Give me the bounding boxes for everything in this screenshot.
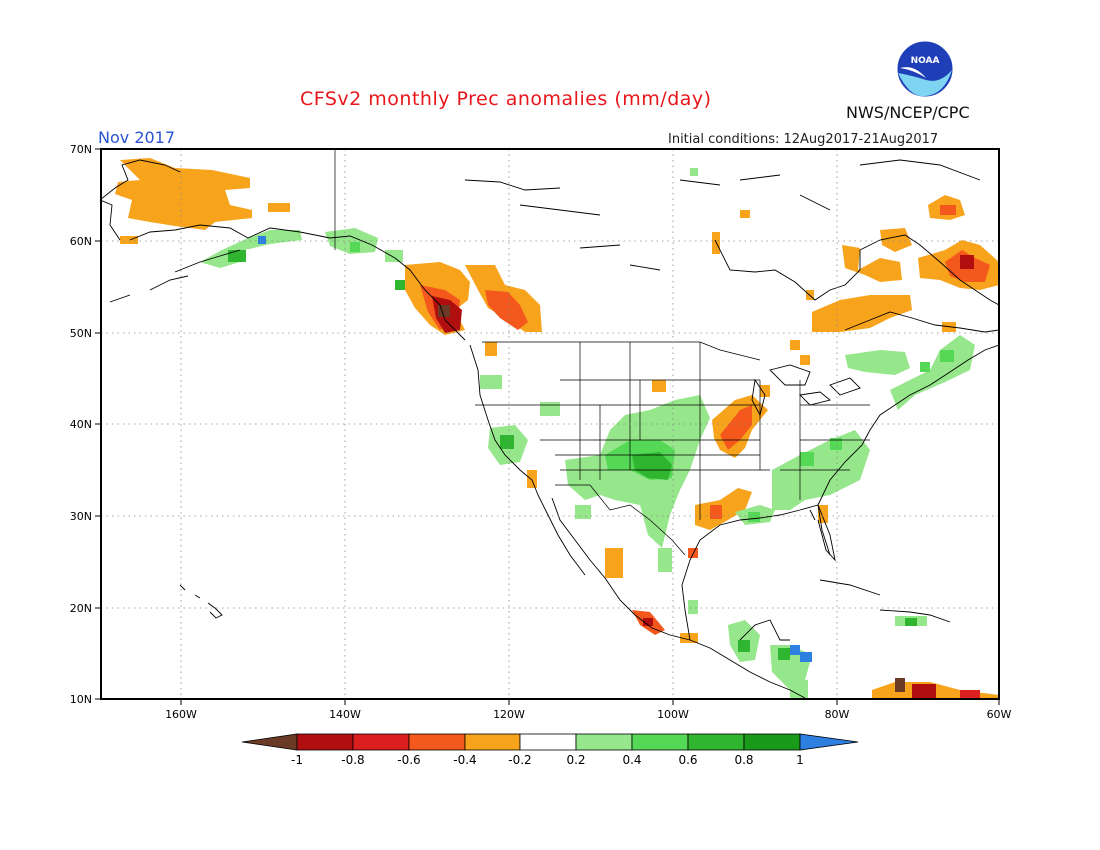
colorbar-label: -1 xyxy=(291,753,303,767)
longitude-labels: 160W 140W 120W 100W 80W 60W xyxy=(165,708,1011,721)
colorbar-m08-m06 xyxy=(352,733,410,751)
lat-label: 20N xyxy=(70,602,92,615)
colorbar-label: -0.6 xyxy=(397,753,420,767)
latitude-labels: 70N 60N 50N 40N 30N 20N 10N xyxy=(70,143,92,706)
lon-label: 160W xyxy=(165,708,197,721)
lat-label: 70N xyxy=(70,143,92,156)
colorbar-label: 0.8 xyxy=(734,753,753,767)
colorbar-lt-m1 xyxy=(241,733,298,751)
colorbar-label: -0.8 xyxy=(341,753,364,767)
org-label: NWS/NCEP/CPC xyxy=(846,103,970,122)
colorbar-label: 0.6 xyxy=(678,753,697,767)
axis-ticks xyxy=(95,148,1000,705)
colorbar-04-06 xyxy=(631,733,689,751)
colorbar-label: 0.2 xyxy=(566,753,585,767)
colorbar-labels: -1 -0.8 -0.6 -0.4 -0.2 0.2 0.4 0.6 0.8 1 xyxy=(291,753,804,767)
coastlines xyxy=(101,159,999,699)
colorbar xyxy=(241,733,859,751)
colorbar-08-1 xyxy=(743,733,801,751)
lat-label: 50N xyxy=(70,327,92,340)
colorbar-gt-1 xyxy=(799,733,859,751)
colorbar-label: -0.4 xyxy=(453,753,476,767)
colorbar-label: -0.2 xyxy=(508,753,531,767)
colorbar-m02-02 xyxy=(519,733,577,751)
colorbar-m04-m02 xyxy=(464,733,521,751)
map-title: CFSv2 monthly Prec anomalies (mm/day) xyxy=(300,88,712,110)
colorbar-02-04 xyxy=(575,733,633,751)
lat-label: 40N xyxy=(70,418,92,431)
colorbar-m1-m08 xyxy=(296,733,354,751)
anomaly-patches xyxy=(115,158,999,699)
lat-label: 30N xyxy=(70,510,92,523)
lat-label: 60N xyxy=(70,235,92,248)
noaa-logo: NOAA xyxy=(896,40,954,98)
colorbar-06-08 xyxy=(687,733,745,751)
lon-label: 120W xyxy=(493,708,525,721)
lon-label: 140W xyxy=(329,708,361,721)
lon-label: 80W xyxy=(825,708,850,721)
forecast-month: Nov 2017 xyxy=(98,128,176,147)
political-borders xyxy=(334,150,870,556)
initial-conditions: Initial conditions: 12Aug2017-21Aug2017 xyxy=(668,132,939,147)
graticule xyxy=(101,149,999,699)
noaa-logo-text: NOAA xyxy=(911,56,940,66)
lon-label: 100W xyxy=(657,708,689,721)
lat-label: 10N xyxy=(70,693,92,706)
colorbar-label: 1 xyxy=(796,753,804,767)
lon-label: 60W xyxy=(987,708,1012,721)
colorbar-label: 0.4 xyxy=(622,753,641,767)
colorbar-m06-m04 xyxy=(408,733,466,751)
